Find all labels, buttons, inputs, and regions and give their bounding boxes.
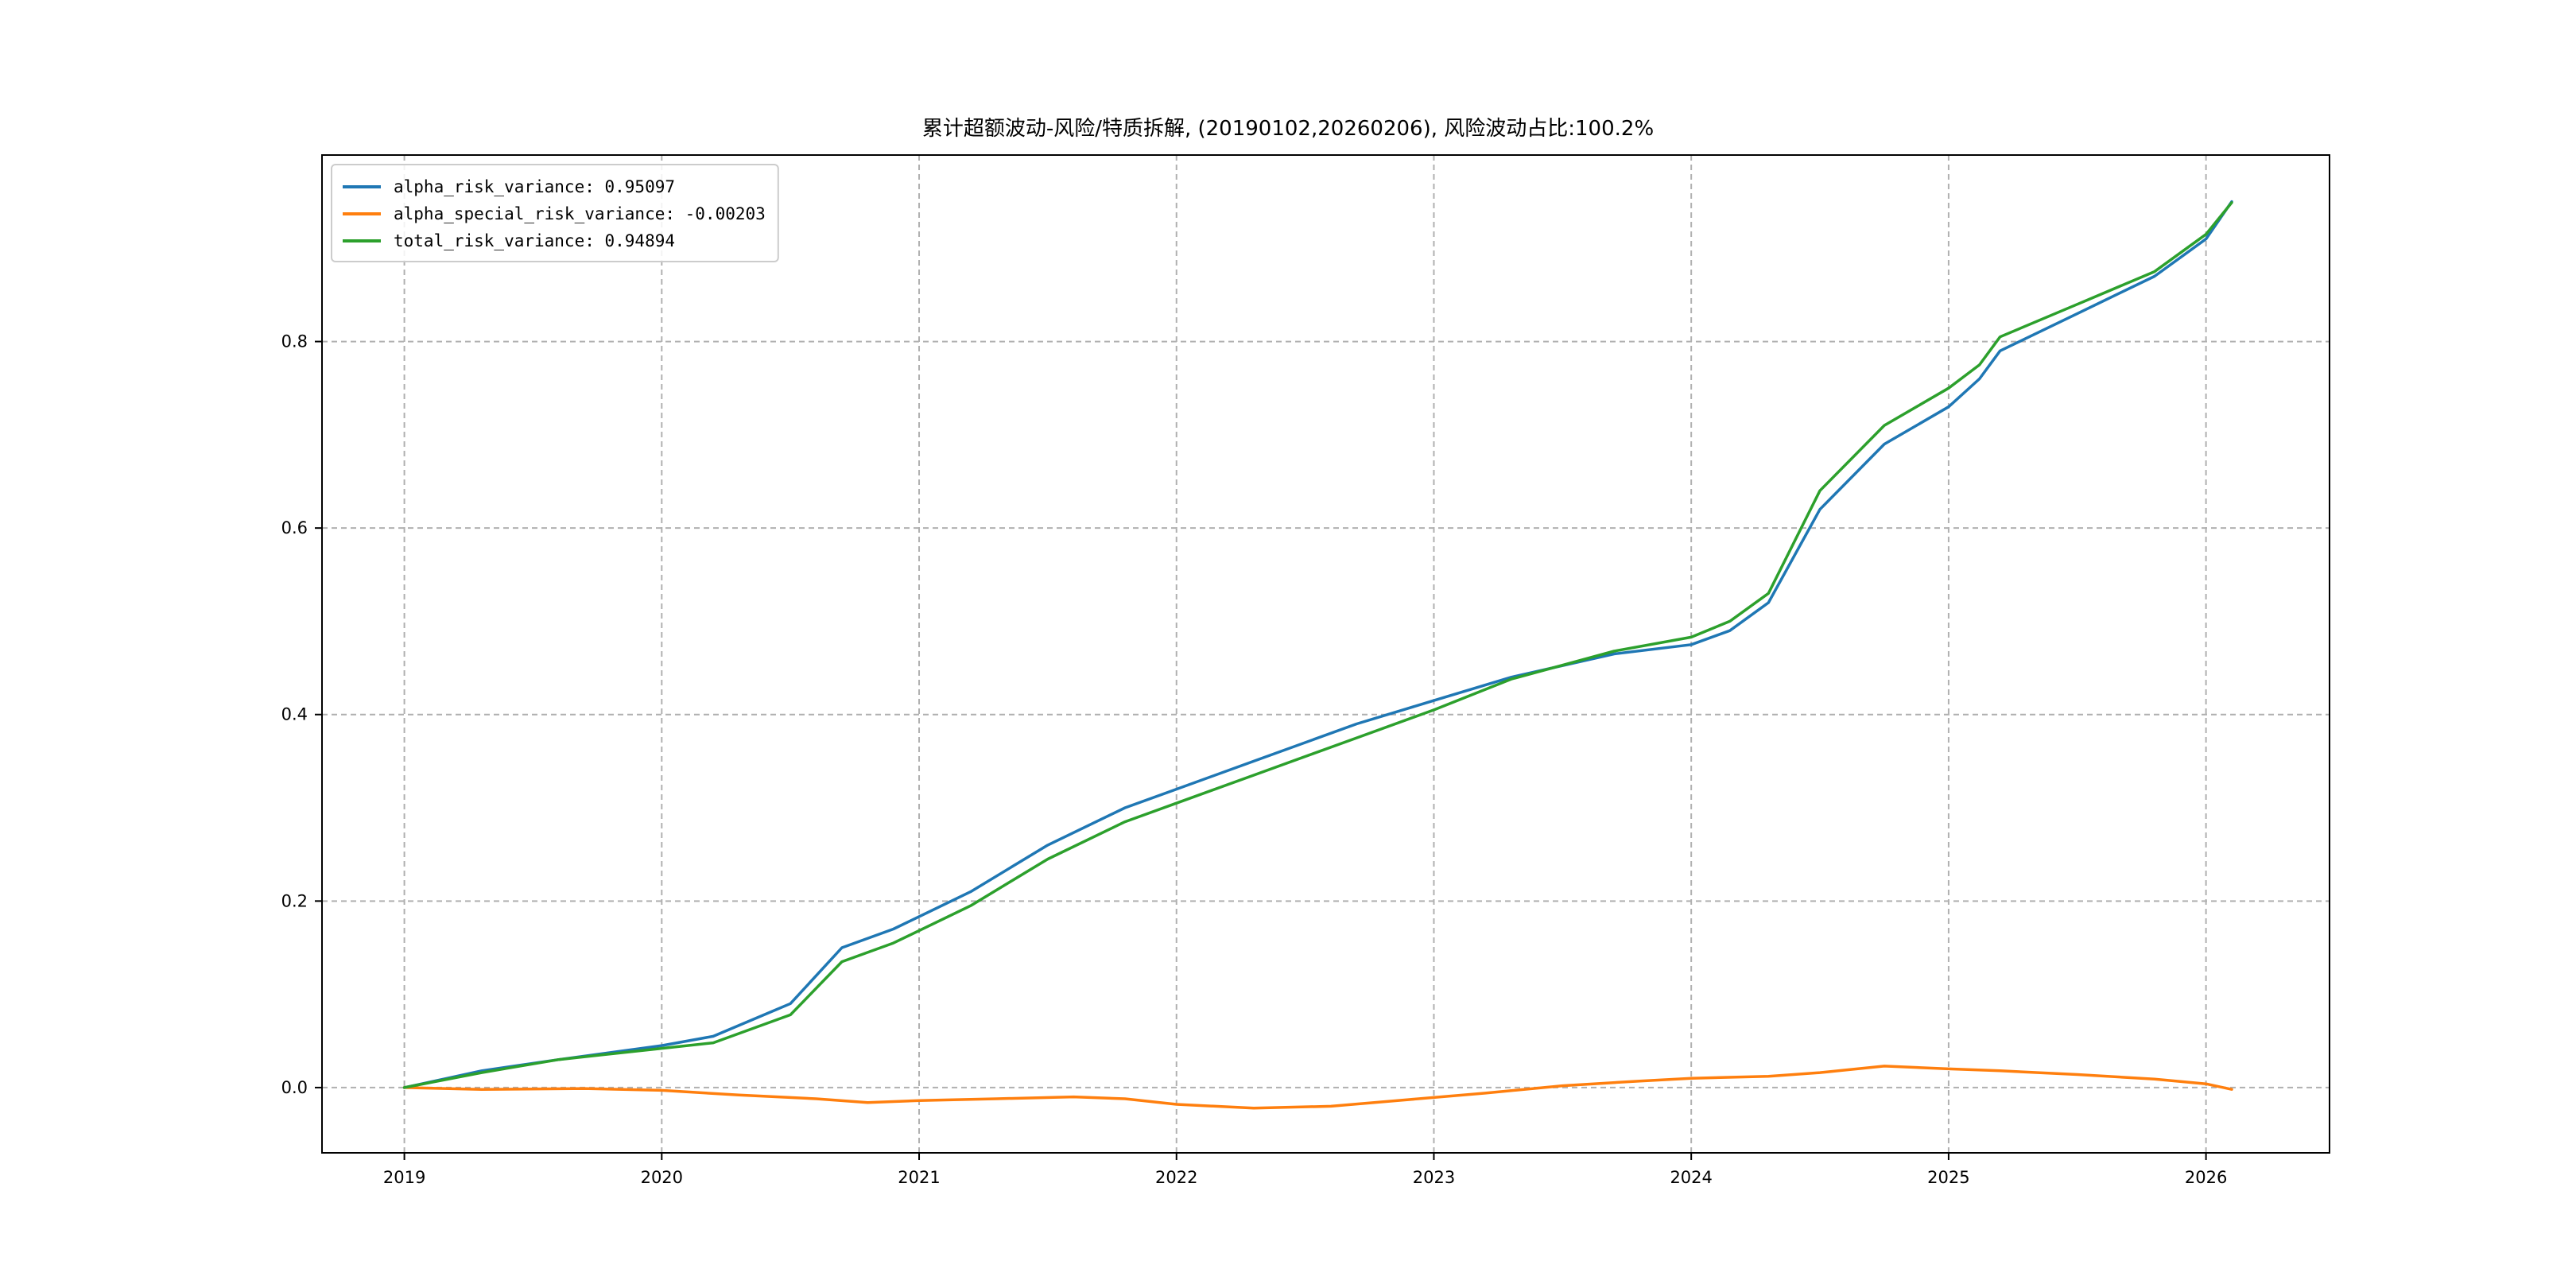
x-tick-label: 2021 <box>898 1168 940 1187</box>
x-tick-label: 2025 <box>1927 1168 1969 1187</box>
series-line-total-risk-variance <box>402 201 2233 1089</box>
legend-label: alpha_risk_variance: 0.95097 <box>394 177 675 196</box>
y-tick-label: 0.2 <box>281 891 308 910</box>
y-tick-label: 0.8 <box>281 332 308 351</box>
legend-label: total_risk_variance: 0.94894 <box>394 231 675 250</box>
legend-label: alpha_special_risk_variance: -0.00203 <box>394 204 766 223</box>
series-line-alpha-special-risk-variance <box>402 1065 2233 1110</box>
x-tick-label: 2020 <box>641 1168 683 1187</box>
x-tick-label: 2023 <box>1413 1168 1455 1187</box>
x-tick-label: 2024 <box>1670 1168 1712 1187</box>
x-tick-label: 2019 <box>383 1168 425 1187</box>
x-tick-label: 2026 <box>2185 1168 2227 1187</box>
grid <box>322 155 2330 1153</box>
series-line-alpha-risk-variance <box>402 200 2233 1089</box>
x-tick-label: 2022 <box>1155 1168 1197 1187</box>
legend-box <box>331 164 779 262</box>
series-lines <box>402 200 2233 1110</box>
y-tick-label: 0.6 <box>281 518 308 537</box>
y-tick-label: 0.0 <box>281 1078 308 1097</box>
legend: alpha_risk_variance: 0.95097 alpha_specia… <box>331 164 779 262</box>
y-tick-label: 0.4 <box>281 705 308 724</box>
plot-area-frame <box>321 154 2330 1154</box>
axis-ticks: 2019 2020 2021 2022 2023 2024 2025 2026 0.0 0.2 0.… <box>281 332 2228 1187</box>
chart-title: 累计超额波动-风险/特质拆解, (20190102,20260206), 风险波… <box>922 117 1654 141</box>
